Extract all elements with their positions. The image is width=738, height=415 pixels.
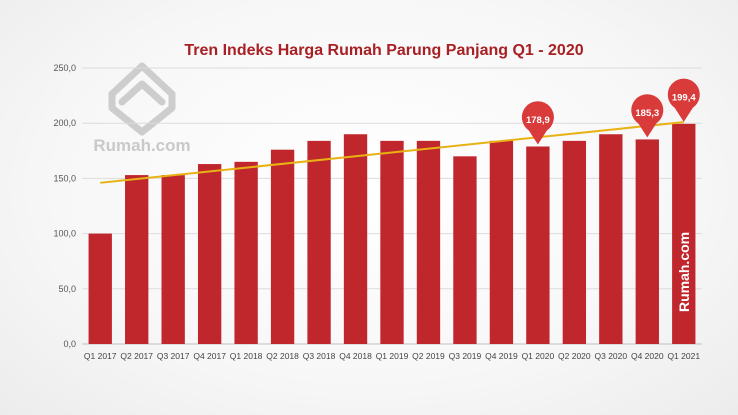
watermark-logo-text: Rumah.com: [93, 136, 190, 155]
bar: [161, 175, 185, 344]
bar: [307, 140, 331, 344]
value-callout: 178,9: [521, 101, 554, 145]
x-tick-label: Q4 2019: [485, 351, 518, 361]
callout-marker: [667, 78, 700, 122]
y-tick-label: 200,0: [53, 118, 76, 128]
value-callouts: 178,9 185,3 199,4: [521, 78, 700, 145]
value-callout: 185,3: [631, 94, 664, 138]
x-tick-label: Q3 2019: [449, 351, 482, 361]
bar: [125, 175, 149, 344]
bar: [88, 233, 112, 344]
trendline: [100, 121, 684, 184]
x-tick-label: Q3 2020: [595, 351, 628, 361]
bar: [234, 161, 258, 344]
chart-title: Tren Indeks Harga Rumah Parung Panjang Q…: [184, 42, 583, 59]
bar: [526, 146, 550, 344]
x-tick-label: Q2 2020: [558, 351, 591, 361]
bar: [270, 149, 295, 344]
y-tick-label: 50,0: [58, 284, 76, 294]
y-tick-label: 0,0: [63, 339, 76, 349]
bar: [672, 123, 696, 344]
x-tick-label: Q2 2017: [120, 351, 153, 361]
callout-label: 178,9: [526, 115, 550, 126]
bar: [453, 156, 477, 344]
x-tick-label: Q2 2019: [412, 351, 445, 361]
bar: [380, 140, 404, 344]
callout-label: 185,3: [635, 108, 659, 119]
bar: [343, 134, 368, 344]
y-tick-label: 250,0: [53, 63, 76, 73]
y-tick-label: 100,0: [53, 229, 76, 239]
bar: [416, 140, 441, 344]
x-tick-label: Q1 2019: [376, 351, 409, 361]
x-tick-label: Q3 2018: [303, 351, 336, 361]
bar: [562, 140, 587, 344]
x-tick-label: Q2 2018: [266, 351, 299, 361]
y-tick-label: 150,0: [53, 173, 76, 183]
bar: [489, 140, 514, 344]
x-tick-label: Q1 2018: [230, 351, 263, 361]
watermark-vertical-text: Rumah.com: [676, 232, 692, 312]
x-tick-label: Q1 2020: [522, 351, 555, 361]
y-axis-ticks: 0,0 50,0 100,0 150,0 200,0 250,0: [53, 63, 76, 349]
bar-series: [88, 123, 696, 344]
value-callout: 199,4: [667, 78, 700, 122]
callout-marker: [521, 101, 554, 145]
callout-label: 199,4: [672, 92, 696, 103]
x-tick-label: Q1 2017: [84, 351, 117, 361]
x-tick-label: Q1 2021: [667, 351, 700, 361]
bar: [599, 134, 623, 344]
x-axis-ticks: Q1 2017 Q2 2017 Q3 2017 Q4 2017 Q1 2018 Q2 20…: [84, 351, 700, 361]
bar: [197, 164, 222, 344]
callout-marker: [631, 94, 664, 138]
x-tick-label: Q4 2018: [339, 351, 372, 361]
x-tick-label: Q4 2020: [631, 351, 664, 361]
rumah-house-logo-icon: [108, 62, 176, 136]
x-tick-label: Q4 2017: [193, 351, 226, 361]
bar: [635, 139, 659, 344]
x-tick-label: Q3 2017: [157, 351, 190, 361]
